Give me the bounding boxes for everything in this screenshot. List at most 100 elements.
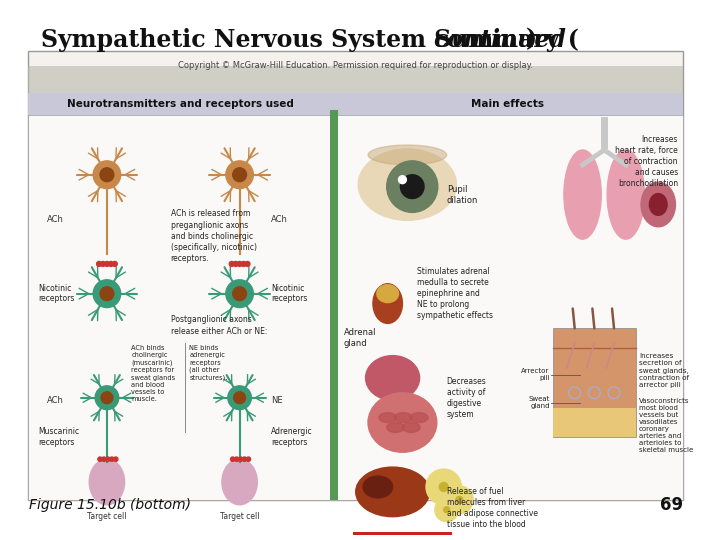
Circle shape (246, 457, 251, 461)
Circle shape (233, 287, 246, 301)
Bar (333, 93, 683, 115)
Text: NE: NE (271, 396, 283, 404)
Bar (28, 93, 333, 115)
Ellipse shape (366, 356, 420, 400)
Circle shape (106, 457, 110, 461)
Ellipse shape (402, 422, 420, 433)
Circle shape (114, 457, 118, 461)
Text: Figure 15.10b (bottom): Figure 15.10b (bottom) (30, 498, 192, 512)
Text: Neurotransmitters and receptors used: Neurotransmitters and receptors used (67, 99, 294, 110)
Circle shape (238, 457, 243, 461)
Circle shape (387, 161, 438, 212)
Bar (28, 66, 683, 93)
Ellipse shape (410, 413, 428, 422)
Circle shape (101, 392, 113, 404)
Circle shape (235, 457, 239, 461)
Circle shape (226, 161, 253, 188)
Circle shape (102, 457, 106, 461)
Text: NE binds
adrenergic
receptors
(all other
structures).: NE binds adrenergic receptors (all other… (189, 345, 228, 381)
Circle shape (226, 280, 253, 308)
Ellipse shape (89, 459, 125, 505)
Text: ACh binds
cholinergic
(muscarinic)
receptors for
sweat glands
and blood
vessels : ACh binds cholinergic (muscarinic) recep… (131, 345, 176, 402)
Circle shape (398, 176, 406, 184)
Circle shape (233, 168, 246, 181)
Circle shape (95, 386, 119, 410)
Circle shape (241, 261, 246, 266)
Text: Main effects: Main effects (471, 99, 544, 110)
Circle shape (96, 261, 102, 266)
Circle shape (112, 261, 117, 266)
Text: 69: 69 (660, 496, 683, 515)
Bar (333, 115, 683, 501)
Ellipse shape (387, 422, 405, 433)
Circle shape (456, 496, 463, 503)
Circle shape (93, 161, 121, 188)
Text: Decreases
activity of
digestive
system: Decreases activity of digestive system (446, 376, 487, 419)
Bar (28, 115, 333, 501)
Circle shape (100, 287, 114, 301)
Bar (330, 110, 338, 501)
Ellipse shape (607, 150, 644, 239)
Text: Adrenergic
receptors: Adrenergic receptors (271, 428, 312, 447)
Ellipse shape (363, 476, 392, 498)
Circle shape (446, 486, 473, 514)
Circle shape (228, 386, 251, 410)
Circle shape (243, 457, 247, 461)
Circle shape (234, 392, 246, 404)
Ellipse shape (379, 413, 397, 422)
Circle shape (93, 280, 121, 308)
Circle shape (104, 261, 109, 266)
Text: Adrenal
gland: Adrenal gland (343, 328, 376, 348)
Circle shape (426, 469, 462, 505)
Circle shape (109, 457, 114, 461)
Text: Stimulates adrenal
medulla to secrete
epinephrine and
NE to prolong
sympathetic : Stimulates adrenal medulla to secrete ep… (417, 267, 493, 320)
Ellipse shape (356, 467, 429, 517)
Text: Increases
heart rate, force
of contraction
and causes
bronchodilation: Increases heart rate, force of contracti… (615, 135, 678, 188)
Text: Sweat
gland: Sweat gland (528, 396, 549, 409)
Text: Increases
secretion of
sweat glands,
contraction of
arrector pili: Increases secretion of sweat glands, con… (639, 353, 689, 388)
Text: ACh: ACh (48, 396, 64, 404)
Text: Nicotinic
receptors: Nicotinic receptors (271, 284, 307, 303)
Text: Copyright © McGraw-Hill Education. Permission required for reproduction or displ: Copyright © McGraw-Hill Education. Permi… (178, 61, 533, 70)
Text: ): ) (526, 28, 537, 51)
Bar (552, 328, 636, 437)
Ellipse shape (373, 284, 402, 323)
Ellipse shape (649, 193, 667, 215)
Text: Target cell: Target cell (220, 512, 259, 521)
Circle shape (229, 261, 234, 266)
Text: Nicotinic
receptors: Nicotinic receptors (38, 284, 74, 303)
Text: Pupil
dilation: Pupil dilation (446, 185, 478, 205)
Circle shape (444, 507, 449, 512)
Text: Target cell: Target cell (87, 512, 127, 521)
Text: Arrector
pili: Arrector pili (521, 368, 549, 381)
Text: ACh: ACh (48, 215, 64, 224)
Bar (354, 531, 451, 540)
Bar (28, 51, 683, 501)
Circle shape (245, 261, 250, 266)
Ellipse shape (222, 459, 257, 505)
Circle shape (100, 168, 114, 181)
Circle shape (230, 457, 235, 461)
Circle shape (237, 261, 242, 266)
Ellipse shape (359, 149, 456, 220)
Text: ACh: ACh (271, 215, 287, 224)
Ellipse shape (564, 150, 601, 239)
Circle shape (439, 482, 448, 491)
Text: Muscarinic
receptors: Muscarinic receptors (38, 428, 79, 447)
Text: continued: continued (433, 28, 566, 51)
Bar (552, 408, 636, 437)
Circle shape (400, 175, 424, 199)
Circle shape (109, 261, 113, 266)
Circle shape (101, 261, 105, 266)
Ellipse shape (377, 285, 398, 302)
Circle shape (233, 261, 238, 266)
Ellipse shape (641, 182, 675, 227)
Text: Sympathetic Nervous System Summary (: Sympathetic Nervous System Summary ( (41, 28, 579, 51)
Circle shape (98, 457, 102, 461)
Text: Vasoconstricts
most blood
vessels but
vasodilates
coronary
arteries and
arteriol: Vasoconstricts most blood vessels but va… (639, 398, 693, 453)
Text: Postganglionic axons
release either ACh or NE:: Postganglionic axons release either ACh … (171, 315, 267, 335)
Circle shape (435, 498, 459, 522)
Ellipse shape (368, 145, 446, 165)
Text: Release of fuel
molecules from liver
and adipose connective
tissue into the bloo: Release of fuel molecules from liver and… (446, 487, 538, 529)
Ellipse shape (395, 413, 413, 422)
